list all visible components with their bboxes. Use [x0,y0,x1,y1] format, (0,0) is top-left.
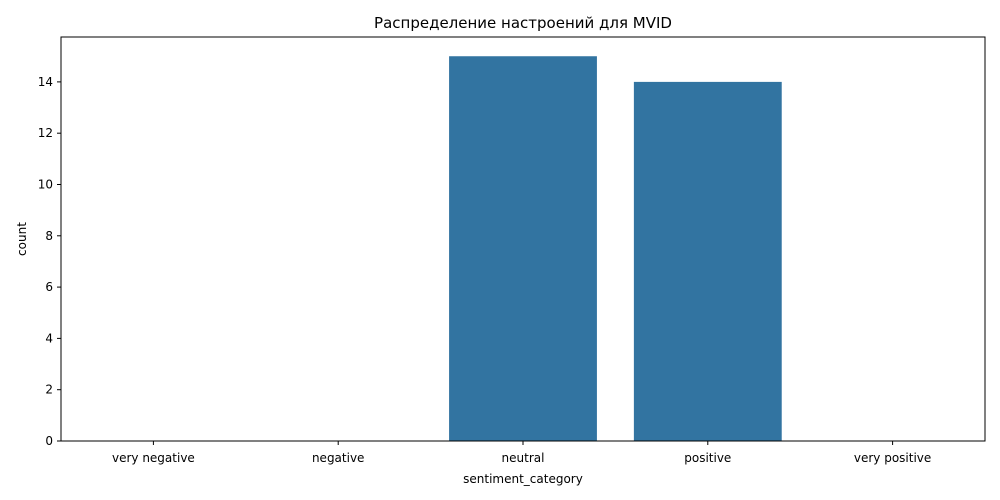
y-tick-label: 0 [45,434,53,448]
chart-title: Распределение настроений для MVID [374,14,672,32]
x-tick-label: positive [684,451,731,465]
x-tick-label: negative [312,451,364,465]
y-tick-label: 2 [45,383,53,397]
bar-positive [633,81,782,441]
y-axis-label: count [15,222,29,256]
y-tick-label: 12 [38,126,53,140]
y-tick-label: 14 [38,75,53,89]
x-tick-label: neutral [502,451,545,465]
x-axis-ticks: very negative negative neutral positive very… [112,441,931,465]
y-tick-label: 10 [38,177,53,191]
y-axis-ticks: 0 2 4 6 8 10 12 14 [38,75,61,448]
x-tick-label: very negative [112,451,195,465]
x-tick-label: very positive [854,451,931,465]
bars-group [449,56,782,441]
bar-neutral [449,56,597,441]
y-tick-label: 4 [45,331,53,345]
y-tick-label: 8 [45,229,53,243]
plot-frame [60,36,986,442]
y-tick-label: 6 [45,280,53,294]
x-axis-label: sentiment_category [463,472,583,486]
